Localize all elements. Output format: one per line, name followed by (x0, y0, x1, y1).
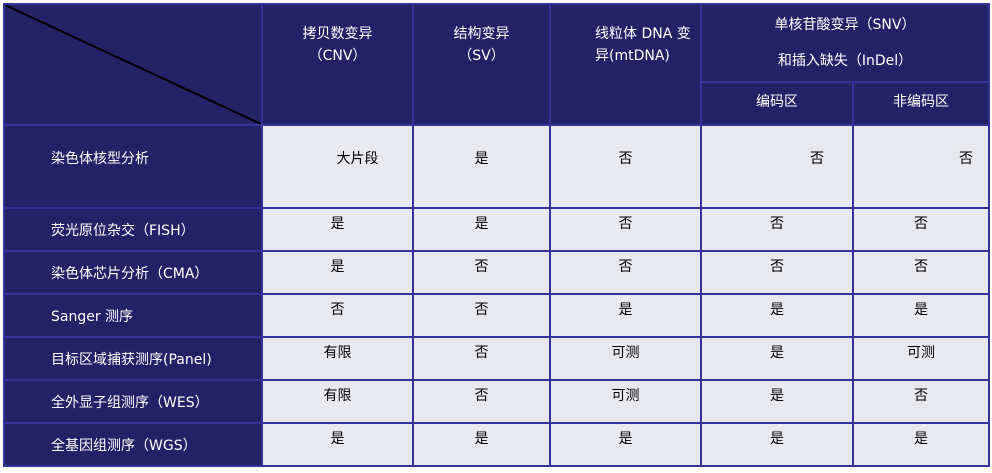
table-cell: 否 (852, 207, 990, 252)
header-sv-line1: 结构变异 (453, 25, 510, 42)
header-noncoding: 非编码区 (852, 81, 990, 126)
table-cell: 否 (852, 124, 990, 209)
table-cell: 有限 (261, 379, 414, 424)
table-cell: 否 (549, 250, 702, 295)
method-label: 染色体核型分析 (3, 124, 263, 209)
table-cell: 是 (412, 124, 551, 209)
table-cell: 否 (700, 250, 854, 295)
header-snv: 单核苷酸变异（SNV） 和插入缺失（InDel） (700, 3, 990, 83)
method-label: 全基因组测序（WGS） (3, 422, 263, 467)
header-snv-line2: 和插入缺失（InDel） (777, 53, 913, 69)
method-label: 目标区域捕获测序(Panel) (3, 336, 263, 381)
table-cell: 否 (549, 124, 702, 209)
table-cell: 否 (700, 207, 854, 252)
table-cell: 大片段 (261, 124, 414, 209)
method-label: 全外显子组测序（WES） (3, 379, 263, 424)
table-cell: 是 (852, 293, 990, 338)
method-label: 荧光原位杂交（FISH） (3, 207, 263, 252)
table-cell: 是 (549, 422, 702, 467)
diagonal-line (5, 5, 261, 124)
comparison-table: 拷贝数变异 （CNV） 结构变异 （SV） 线粒体 DNA 变异(mtDNA) 单核… (3, 3, 990, 467)
table-cell: 可测 (549, 336, 702, 381)
header-cnv: 拷贝数变异 （CNV） (261, 3, 414, 126)
table-row: 目标区域捕获测序(Panel) 有限否可测是可测 (3, 336, 990, 381)
table-cell: 是 (700, 336, 854, 381)
header-sv: 结构变异 （SV） (412, 3, 551, 126)
table-cell: 是 (852, 422, 990, 467)
table-cell: 是 (700, 379, 854, 424)
header-sv-line2: （SV） (458, 47, 505, 64)
table-row: 染色体核型分析 大片段是否否否 (3, 124, 990, 209)
table-row: 染色体芯片分析（CMA）是否否否否 (3, 250, 990, 295)
table-cell: 是 (261, 250, 414, 295)
header-mtdna-line2: 异(mtDNA) (595, 47, 670, 64)
table-cell: 是 (412, 422, 551, 467)
table-cell: 是 (549, 293, 702, 338)
method-label: Sanger 测序 (3, 293, 263, 338)
table-cell: 是 (261, 207, 414, 252)
table-cell: 否 (412, 379, 551, 424)
table-cell: 有限 (261, 336, 414, 381)
header-mtdna: 线粒体 DNA 变异(mtDNA) (549, 3, 702, 126)
table-cell: 否 (412, 250, 551, 295)
table-cell: 否 (852, 379, 990, 424)
table-cell: 否 (549, 207, 702, 252)
header-snv-line1: 单核苷酸变异（SNV） (774, 17, 916, 33)
table-cell: 否 (852, 250, 990, 295)
table-cell: 可测 (852, 336, 990, 381)
table-cell: 否 (412, 336, 551, 381)
header-mtdna-line1: 线粒体 DNA 变 (595, 25, 691, 42)
table-cell: 是 (261, 422, 414, 467)
table-cell: 是 (700, 293, 854, 338)
table-cell: 是 (412, 207, 551, 252)
table-cell: 否 (700, 124, 854, 209)
header-cnv-line2: （CNV） (308, 47, 367, 64)
table-cell: 否 (412, 293, 551, 338)
table-row: 全基因组测序（WGS）是是是是是 (3, 422, 990, 467)
header-cnv-line1: 拷贝数变异 (302, 25, 373, 42)
table-cell: 是 (700, 422, 854, 467)
table-cell: 可测 (549, 379, 702, 424)
table-row: Sanger 测序否否是是是 (3, 293, 990, 338)
table-row: 荧光原位杂交（FISH）是是否否否 (3, 207, 990, 252)
corner-cell (3, 3, 263, 126)
header-coding: 编码区 (700, 81, 854, 126)
table-cell: 否 (261, 293, 414, 338)
table-row: 全外显子组测序（WES） 有限否可测是否 (3, 379, 990, 424)
method-label: 染色体芯片分析（CMA） (3, 250, 263, 295)
